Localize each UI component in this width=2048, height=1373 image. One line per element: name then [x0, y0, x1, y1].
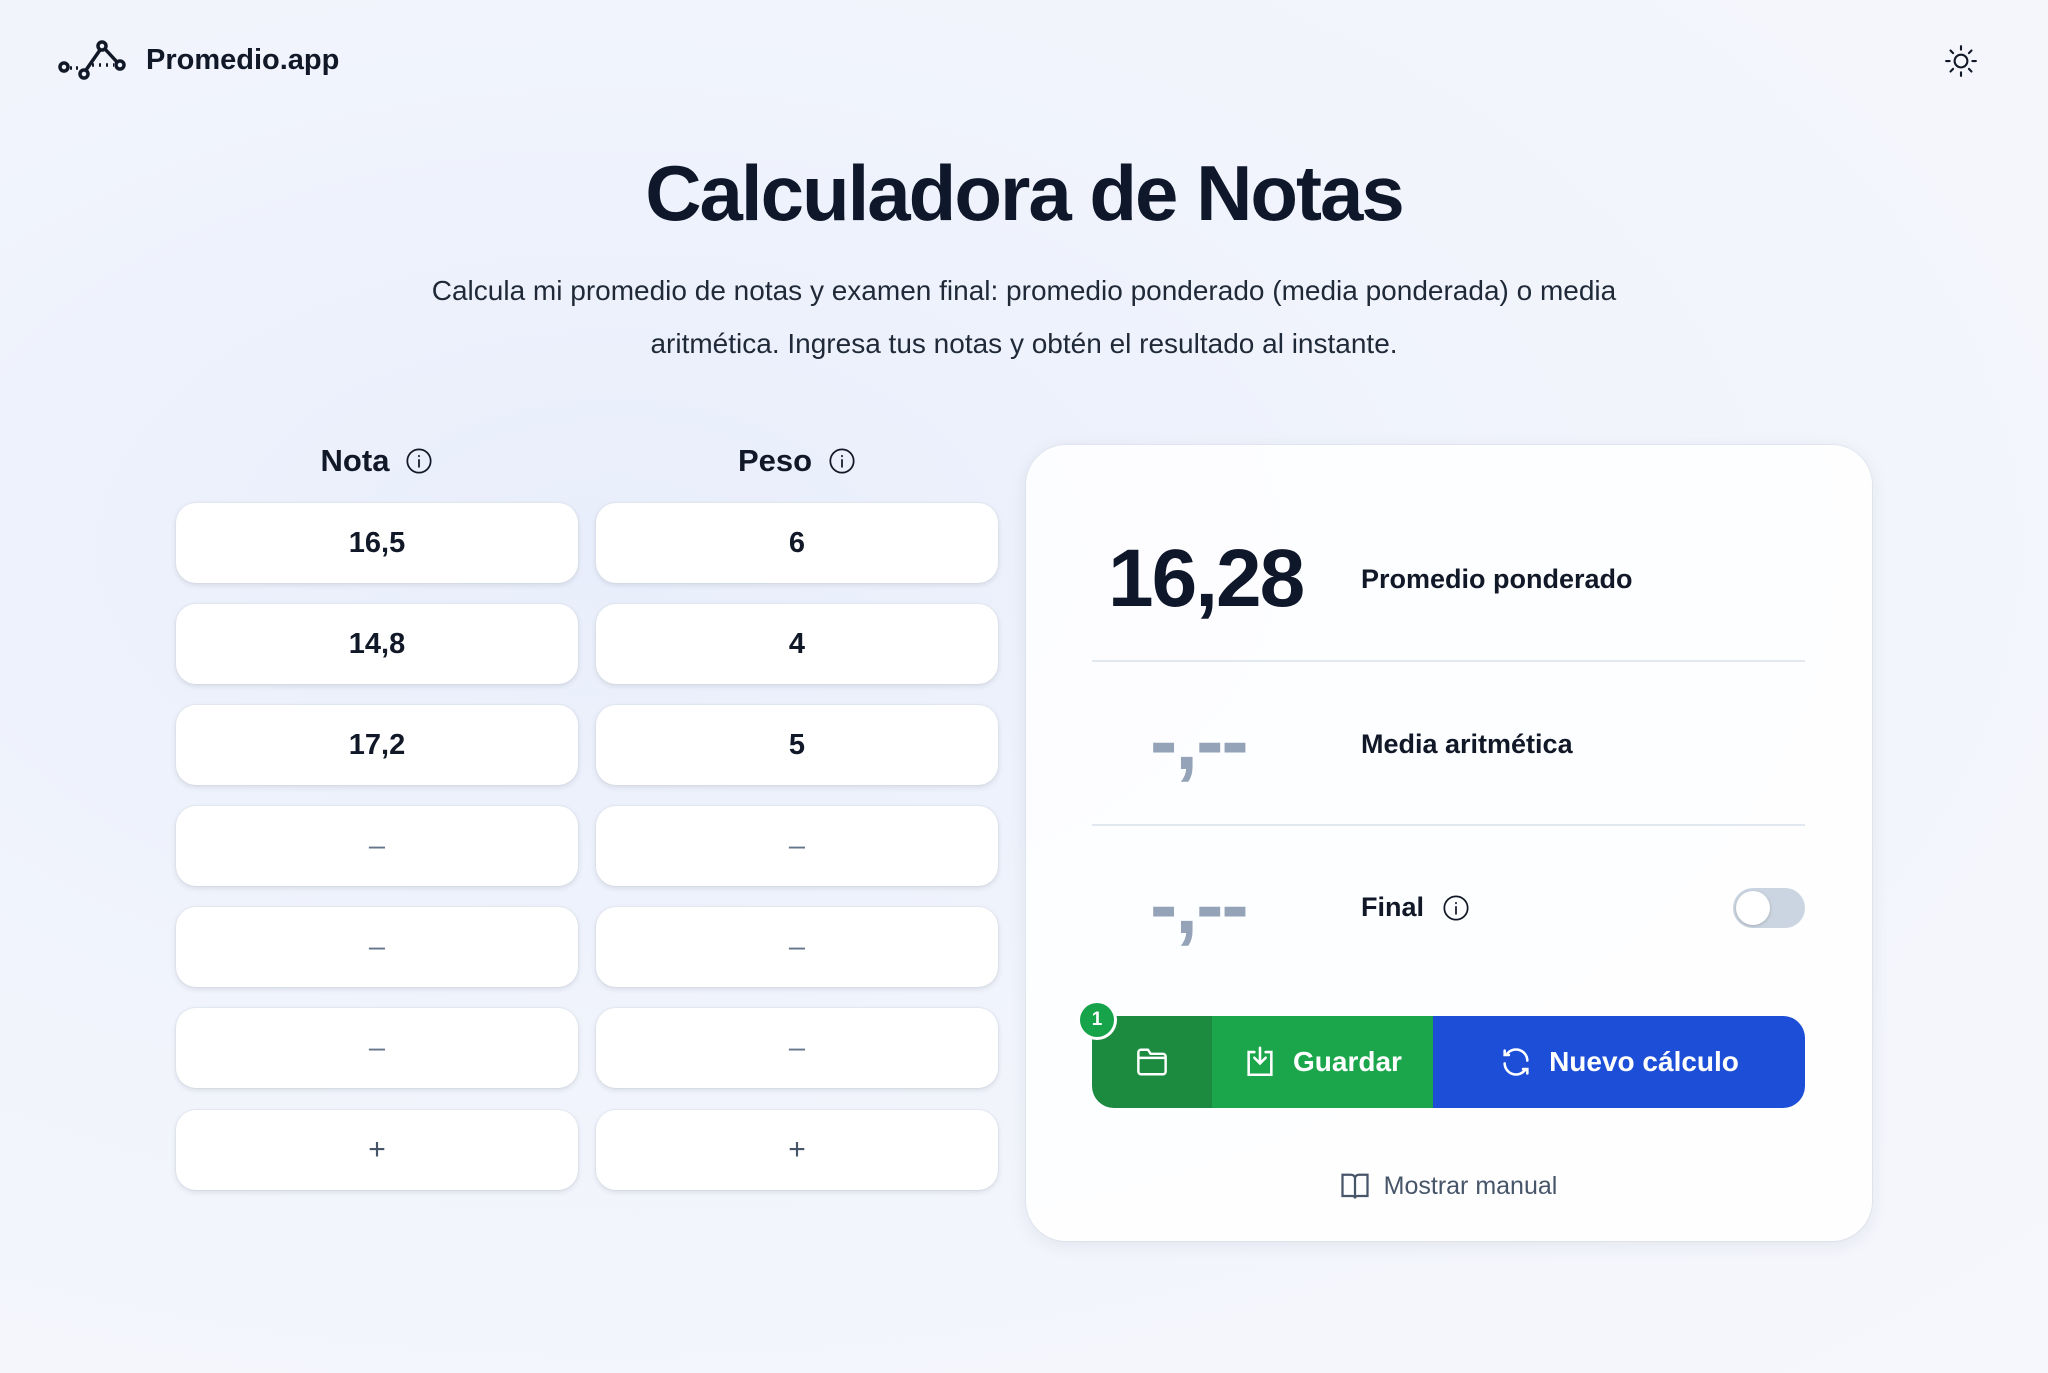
folder-icon — [1137, 1048, 1167, 1076]
nota-empty-input[interactable] — [176, 806, 578, 886]
nota-empty-input[interactable] — [176, 1008, 578, 1088]
final-label: Final — [1361, 892, 1425, 922]
nota-input[interactable] — [176, 1008, 578, 1088]
show-manual-label: Mostrar manual — [1383, 1171, 1558, 1200]
info-icon[interactable] — [828, 447, 856, 475]
chart-line-dots-icon — [58, 40, 126, 80]
arithmetic-mean-label: Media aritmética — [1361, 729, 1573, 759]
saved-count-badge: 1 — [1080, 1003, 1114, 1037]
save-label: Guardar — [1293, 1046, 1402, 1077]
peso-header-label: Peso — [737, 443, 813, 478]
peso-value: 4 — [788, 627, 806, 660]
nota-input[interactable]: 16,5 — [176, 503, 578, 583]
sun-icon[interactable] — [1944, 44, 1978, 78]
peso-empty-input[interactable] — [596, 1008, 998, 1088]
final-value: -,-- — [1150, 860, 1249, 951]
divider — [1092, 824, 1805, 826]
nota-header: Nota — [176, 440, 578, 482]
download-icon — [1247, 1046, 1273, 1077]
nota-value: 14,8 — [348, 627, 406, 660]
add-peso-button[interactable]: + — [596, 1110, 998, 1190]
peso-input[interactable] — [596, 806, 998, 886]
peso-empty-input[interactable] — [596, 907, 998, 987]
nota-input[interactable]: 14,8 — [176, 604, 578, 684]
peso-input[interactable]: 4 — [596, 604, 998, 684]
results-card — [1026, 445, 1872, 1241]
add-nota-button[interactable]: + — [176, 1110, 578, 1190]
divider — [1092, 660, 1805, 662]
final-label-group: Final — [1361, 892, 1470, 923]
info-icon[interactable] — [1442, 894, 1470, 922]
weighted-average-value: 16,28 — [1108, 533, 1305, 624]
nota-input[interactable] — [176, 907, 578, 987]
show-manual-link[interactable]: Mostrar manual — [1092, 1166, 1805, 1206]
nota-input[interactable] — [176, 806, 578, 886]
nota-header-label: Nota — [320, 443, 390, 478]
logo[interactable]: Promedio.app — [58, 40, 339, 80]
peso-value: 5 — [788, 728, 806, 761]
book-icon — [1341, 1173, 1369, 1199]
new-calculation-button[interactable]: Nuevo cálculo — [1433, 1016, 1805, 1108]
info-icon[interactable] — [405, 447, 433, 475]
nota-input[interactable]: 17,2 — [176, 705, 578, 785]
refresh-icon — [1503, 1048, 1529, 1076]
peso-empty-input[interactable] — [596, 806, 998, 886]
new-calculation-label: Nuevo cálculo — [1549, 1046, 1739, 1077]
peso-input[interactable] — [596, 1008, 998, 1088]
peso-input[interactable]: 6 — [596, 503, 998, 583]
app-name: Promedio.app — [146, 43, 340, 76]
peso-value: 6 — [788, 526, 806, 559]
peso-input[interactable]: 5 — [596, 705, 998, 785]
page-subtitle: Calcula mi promedio de notas y examen fi… — [431, 275, 1617, 359]
page-title: Calculadora de Notas — [645, 149, 1405, 237]
peso-input[interactable] — [596, 907, 998, 987]
weighted-average-label: Promedio ponderado — [1361, 564, 1633, 594]
save-button[interactable]: Guardar — [1212, 1016, 1433, 1108]
nota-empty-input[interactable] — [176, 907, 578, 987]
toggle-knob — [1736, 891, 1770, 925]
peso-header: Peso — [596, 440, 998, 482]
final-toggle[interactable] — [1733, 888, 1805, 928]
arithmetic-mean-value: -,-- — [1150, 696, 1249, 787]
saved-calculations-button[interactable] — [1092, 1016, 1212, 1108]
nota-value: 17,2 — [348, 728, 406, 761]
nota-value: 16,5 — [348, 526, 406, 559]
